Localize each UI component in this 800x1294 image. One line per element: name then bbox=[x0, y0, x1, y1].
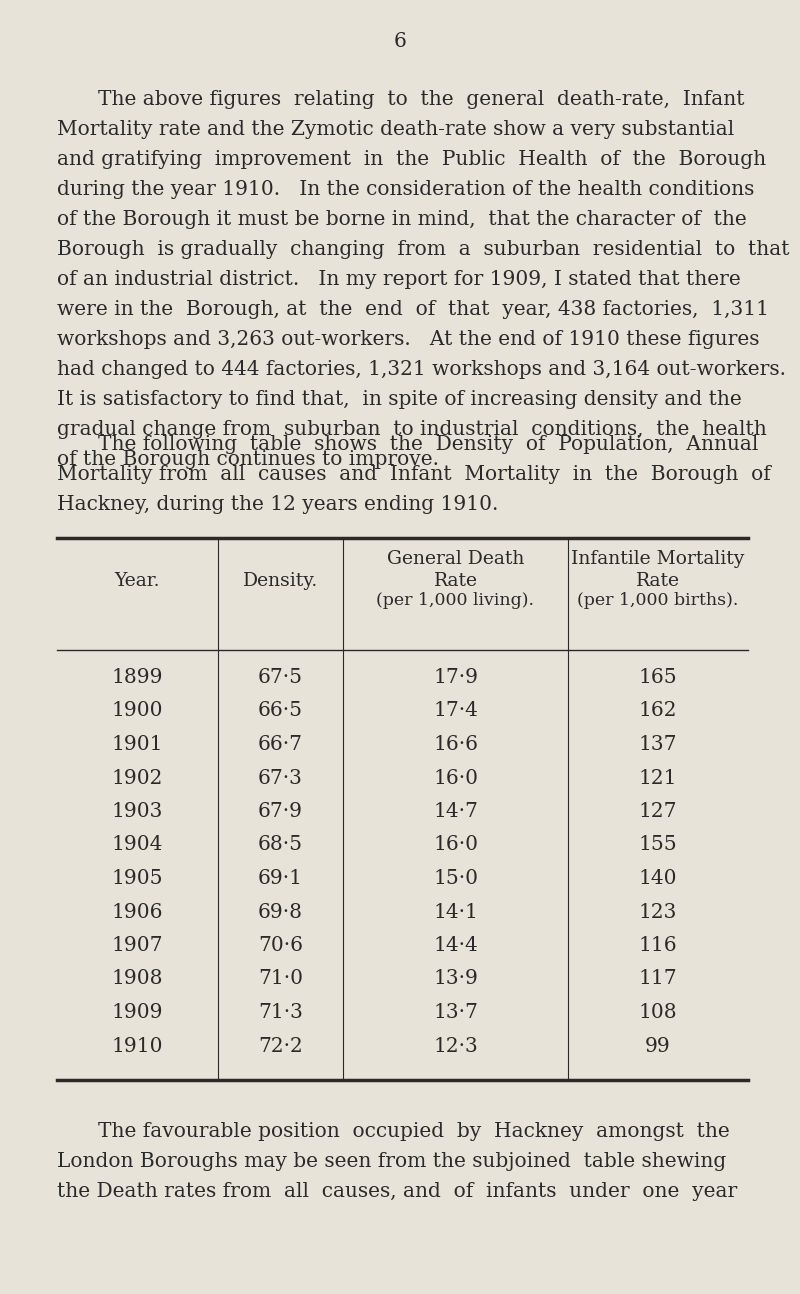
Text: 16·0: 16·0 bbox=[433, 836, 478, 854]
Text: Infantile Mortality: Infantile Mortality bbox=[571, 550, 745, 568]
Text: 14·7: 14·7 bbox=[433, 802, 478, 820]
Text: 71·0: 71·0 bbox=[258, 969, 303, 989]
Text: 1901: 1901 bbox=[112, 735, 163, 754]
Text: 17·9: 17·9 bbox=[433, 668, 478, 687]
Text: had changed to 444 factories, 1,321 workshops and 3,164 out-workers.: had changed to 444 factories, 1,321 work… bbox=[57, 360, 786, 379]
Text: 1909: 1909 bbox=[112, 1003, 163, 1022]
Text: 1904: 1904 bbox=[112, 836, 163, 854]
Text: The above figures  relating  to  the  general  death-rate,  Infant: The above figures relating to the genera… bbox=[98, 91, 745, 109]
Text: workshops and 3,263 out-workers.   At the end of 1910 these figures: workshops and 3,263 out-workers. At the … bbox=[57, 330, 759, 349]
Text: 1902: 1902 bbox=[112, 769, 163, 788]
Text: Hackney, during the 12 years ending 1910.: Hackney, during the 12 years ending 1910… bbox=[57, 496, 498, 514]
Text: 1903: 1903 bbox=[112, 802, 163, 820]
Text: 68·5: 68·5 bbox=[258, 836, 303, 854]
Text: 1905: 1905 bbox=[112, 870, 163, 888]
Text: gradual change from  suburban  to industrial  conditions,  the  health: gradual change from suburban to industri… bbox=[57, 421, 766, 439]
Text: 16·6: 16·6 bbox=[433, 735, 478, 754]
Text: 14·4: 14·4 bbox=[433, 936, 478, 955]
Text: 108: 108 bbox=[638, 1003, 678, 1022]
Text: 1910: 1910 bbox=[112, 1036, 163, 1056]
Text: 15·0: 15·0 bbox=[433, 870, 478, 888]
Text: 1907: 1907 bbox=[112, 936, 163, 955]
Text: 70·6: 70·6 bbox=[258, 936, 303, 955]
Text: 13·9: 13·9 bbox=[433, 969, 478, 989]
Text: The following  table  shows  the  Density  of  Population,  Annual: The following table shows the Density of… bbox=[98, 435, 758, 454]
Text: 12·3: 12·3 bbox=[433, 1036, 478, 1056]
Text: Borough  is gradually  changing  from  a  suburban  residential  to  that: Borough is gradually changing from a sub… bbox=[57, 239, 790, 259]
Text: the Death rates from  all  causes, and  of  infants  under  one  year: the Death rates from all causes, and of … bbox=[57, 1181, 738, 1201]
Text: of an industrial district.   In my report for 1909, I stated that there: of an industrial district. In my report … bbox=[57, 270, 741, 289]
Text: 71·3: 71·3 bbox=[258, 1003, 303, 1022]
Text: Year.: Year. bbox=[114, 572, 160, 590]
Text: General Death: General Death bbox=[387, 550, 524, 568]
Text: 1900: 1900 bbox=[112, 701, 163, 721]
Text: 121: 121 bbox=[638, 769, 678, 788]
Text: London Boroughs may be seen from the subjoined  table shewing: London Boroughs may be seen from the sub… bbox=[57, 1152, 726, 1171]
Text: 162: 162 bbox=[638, 701, 678, 721]
Text: 6: 6 bbox=[394, 32, 406, 50]
Text: 67·5: 67·5 bbox=[258, 668, 303, 687]
Text: (per 1,000 living).: (per 1,000 living). bbox=[377, 591, 534, 609]
Text: 1908: 1908 bbox=[112, 969, 163, 989]
Text: 117: 117 bbox=[638, 969, 678, 989]
Text: 1906: 1906 bbox=[112, 902, 163, 921]
Text: 72·2: 72·2 bbox=[258, 1036, 303, 1056]
Text: 67·3: 67·3 bbox=[258, 769, 303, 788]
Text: 140: 140 bbox=[638, 870, 678, 888]
Text: 99: 99 bbox=[645, 1036, 671, 1056]
Text: 66·7: 66·7 bbox=[258, 735, 303, 754]
Text: 14·1: 14·1 bbox=[433, 902, 478, 921]
Text: It is satisfactory to find that,  in spite of increasing density and the: It is satisfactory to find that, in spit… bbox=[57, 389, 742, 409]
Text: Rate: Rate bbox=[636, 572, 680, 590]
Text: of the Borough it must be borne in mind,  that the character of  the: of the Borough it must be borne in mind,… bbox=[57, 210, 746, 229]
Text: 67·9: 67·9 bbox=[258, 802, 303, 820]
Text: of the Borough continues to improve.: of the Borough continues to improve. bbox=[57, 450, 439, 468]
Text: 123: 123 bbox=[639, 902, 677, 921]
Text: (per 1,000 births).: (per 1,000 births). bbox=[578, 591, 738, 609]
Text: 66·5: 66·5 bbox=[258, 701, 303, 721]
Text: Mortality from  all  causes  and  Infant  Mortality  in  the  Borough  of: Mortality from all causes and Infant Mor… bbox=[57, 465, 770, 484]
Text: 16·0: 16·0 bbox=[433, 769, 478, 788]
Text: 155: 155 bbox=[638, 836, 678, 854]
Text: The favourable position  occupied  by  Hackney  amongst  the: The favourable position occupied by Hack… bbox=[98, 1122, 730, 1141]
Text: 165: 165 bbox=[638, 668, 678, 687]
Text: 127: 127 bbox=[638, 802, 678, 820]
Text: Mortality rate and the Zymotic death-rate show a very substantial: Mortality rate and the Zymotic death-rat… bbox=[57, 120, 734, 138]
Text: and gratifying  improvement  in  the  Public  Health  of  the  Borough: and gratifying improvement in the Public… bbox=[57, 150, 766, 170]
Text: 69·8: 69·8 bbox=[258, 902, 303, 921]
Text: 1899: 1899 bbox=[112, 668, 163, 687]
Text: during the year 1910.   In the consideration of the health conditions: during the year 1910. In the considerati… bbox=[57, 180, 754, 199]
Text: were in the  Borough, at  the  end  of  that  year, 438 factories,  1,311: were in the Borough, at the end of that … bbox=[57, 300, 769, 320]
Text: 13·7: 13·7 bbox=[433, 1003, 478, 1022]
Text: 69·1: 69·1 bbox=[258, 870, 303, 888]
Text: Rate: Rate bbox=[434, 572, 478, 590]
Text: 137: 137 bbox=[638, 735, 678, 754]
Text: 17·4: 17·4 bbox=[433, 701, 478, 721]
Text: Density.: Density. bbox=[243, 572, 318, 590]
Text: 116: 116 bbox=[638, 936, 678, 955]
